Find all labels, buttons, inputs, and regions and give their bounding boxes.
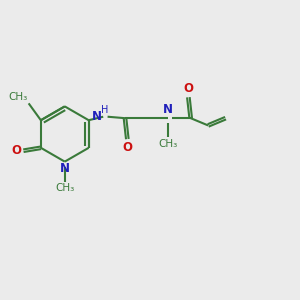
Text: CH₃: CH₃ xyxy=(55,183,74,194)
Text: O: O xyxy=(183,82,194,95)
Text: N: N xyxy=(163,103,173,116)
Text: O: O xyxy=(11,144,21,157)
Text: N: N xyxy=(60,162,70,175)
Text: CH₃: CH₃ xyxy=(158,139,178,148)
Text: N: N xyxy=(92,110,102,123)
Text: CH₃: CH₃ xyxy=(8,92,27,102)
Text: H: H xyxy=(101,105,108,115)
Text: O: O xyxy=(122,141,132,154)
